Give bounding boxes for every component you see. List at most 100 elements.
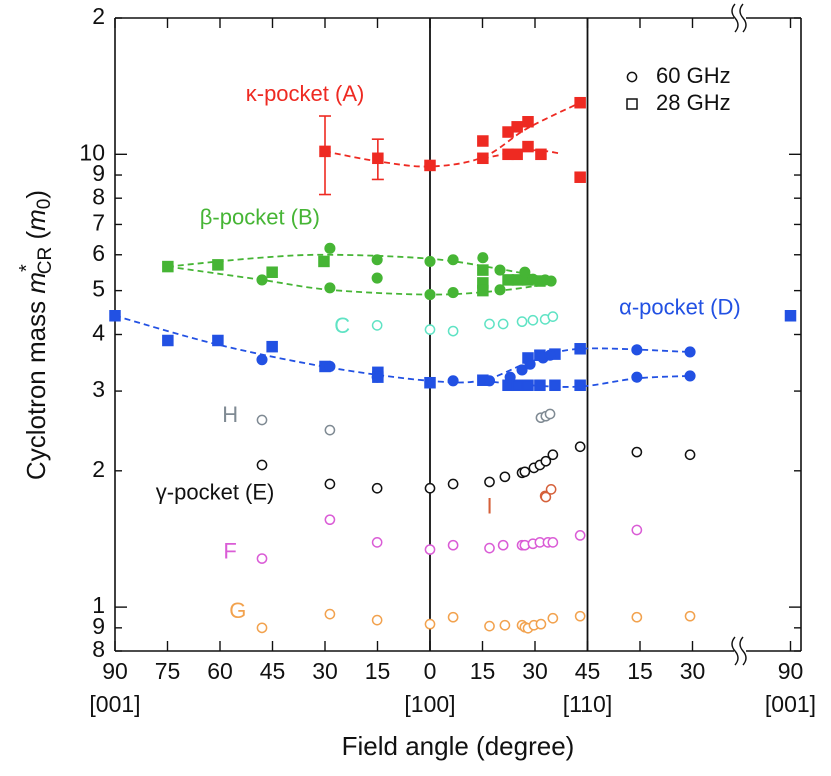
y-axis-label: Cyclotron mass m*CR (m0) xyxy=(16,190,56,480)
data-point xyxy=(256,553,268,564)
data-point xyxy=(371,614,383,626)
annotation: C xyxy=(334,313,350,338)
data-point xyxy=(574,610,586,622)
data-point xyxy=(424,289,436,301)
y-tick-label: 1 xyxy=(92,592,105,618)
data-point xyxy=(319,145,331,158)
data-point xyxy=(545,275,557,287)
axis-break xyxy=(739,3,747,33)
data-point xyxy=(511,148,523,161)
legend-label: 28 GHz xyxy=(656,90,731,115)
data-point xyxy=(424,482,436,494)
data-point xyxy=(447,375,459,387)
data-point xyxy=(544,349,556,361)
data-point xyxy=(516,316,528,328)
data-point xyxy=(784,310,797,322)
data-point xyxy=(547,449,559,461)
data-point xyxy=(447,539,459,551)
data-point xyxy=(372,152,384,165)
data-point xyxy=(631,344,643,356)
data-point xyxy=(324,478,336,490)
data-point xyxy=(424,159,436,172)
x-tick-label: 30 xyxy=(522,658,548,684)
data-point xyxy=(684,370,696,382)
data-point xyxy=(447,325,459,337)
data-point xyxy=(324,242,336,254)
y-label-unit: m xyxy=(21,209,51,231)
annotation: I xyxy=(486,493,492,518)
data-point xyxy=(547,537,559,548)
data-point xyxy=(527,314,539,326)
y-tick-label: 9 xyxy=(92,613,105,639)
x-tick-label: 45 xyxy=(575,658,601,684)
x-tick-label: 45 xyxy=(260,658,286,684)
x-tick-label: 30 xyxy=(680,658,706,684)
data-point xyxy=(266,340,278,353)
data-point xyxy=(256,414,268,426)
data-point xyxy=(497,539,509,551)
data-point xyxy=(499,619,511,631)
annotation: H xyxy=(222,402,238,427)
data-point xyxy=(574,379,586,392)
data-point xyxy=(477,264,489,276)
x-tick-label: 60 xyxy=(207,658,233,684)
y-tick-label: 6 xyxy=(92,240,105,266)
data-point xyxy=(497,318,509,330)
annotation: α-pocket (D) xyxy=(619,295,741,320)
data-point xyxy=(684,449,696,461)
x-tick-label: 75 xyxy=(155,658,181,684)
data-point xyxy=(162,334,174,347)
x-tick-label: 15 xyxy=(365,658,391,684)
data-point xyxy=(547,612,559,624)
x-tick-label: 30 xyxy=(312,658,338,684)
data-point xyxy=(324,514,336,526)
data-point xyxy=(324,282,336,294)
y-tick-label: 9 xyxy=(92,160,105,186)
axis-break xyxy=(731,636,739,666)
data-point xyxy=(424,255,436,267)
data-point xyxy=(684,610,696,622)
x-tick-label: 90 xyxy=(102,658,128,684)
x-tick-label: 15 xyxy=(627,658,653,684)
annotation: γ-pocket (E) xyxy=(156,480,275,505)
y-label-open: ( xyxy=(21,231,51,247)
x-tick-sublabel: [001] xyxy=(765,691,816,717)
data-point xyxy=(256,354,268,366)
data-point xyxy=(447,254,459,266)
data-point xyxy=(477,252,489,264)
axis-break xyxy=(731,3,739,33)
x-tick-sublabel: [110] xyxy=(563,691,612,717)
y-tick-label: 3 xyxy=(92,376,105,402)
data-point xyxy=(574,441,586,453)
x-tick-sublabel: [001] xyxy=(89,691,140,717)
data-point xyxy=(499,471,511,483)
data-point xyxy=(519,466,531,478)
x-tick-sublabel: [100] xyxy=(404,691,455,717)
data-point xyxy=(549,379,561,392)
data-point xyxy=(484,620,495,632)
data-point xyxy=(447,287,459,299)
data-point xyxy=(522,140,534,153)
data-point xyxy=(371,272,383,284)
fit-curve xyxy=(324,101,581,168)
data-point xyxy=(424,618,436,630)
data-point xyxy=(266,266,278,278)
data-point xyxy=(256,274,268,286)
data-point xyxy=(109,310,121,322)
data-point xyxy=(447,611,459,623)
legend-label: 60 GHz xyxy=(656,63,731,88)
y-label-text: Cyclotron mass xyxy=(21,294,51,480)
data-point xyxy=(371,537,383,548)
data-point xyxy=(511,121,523,133)
data-point xyxy=(522,116,534,128)
legend-marker xyxy=(626,71,638,83)
data-point xyxy=(484,542,495,554)
data-point xyxy=(574,530,586,541)
data-point xyxy=(545,484,557,495)
fit-curve xyxy=(114,314,691,384)
data-point xyxy=(484,318,495,330)
data-point xyxy=(534,379,546,392)
fit-curve xyxy=(482,149,560,160)
data-point xyxy=(212,259,224,271)
